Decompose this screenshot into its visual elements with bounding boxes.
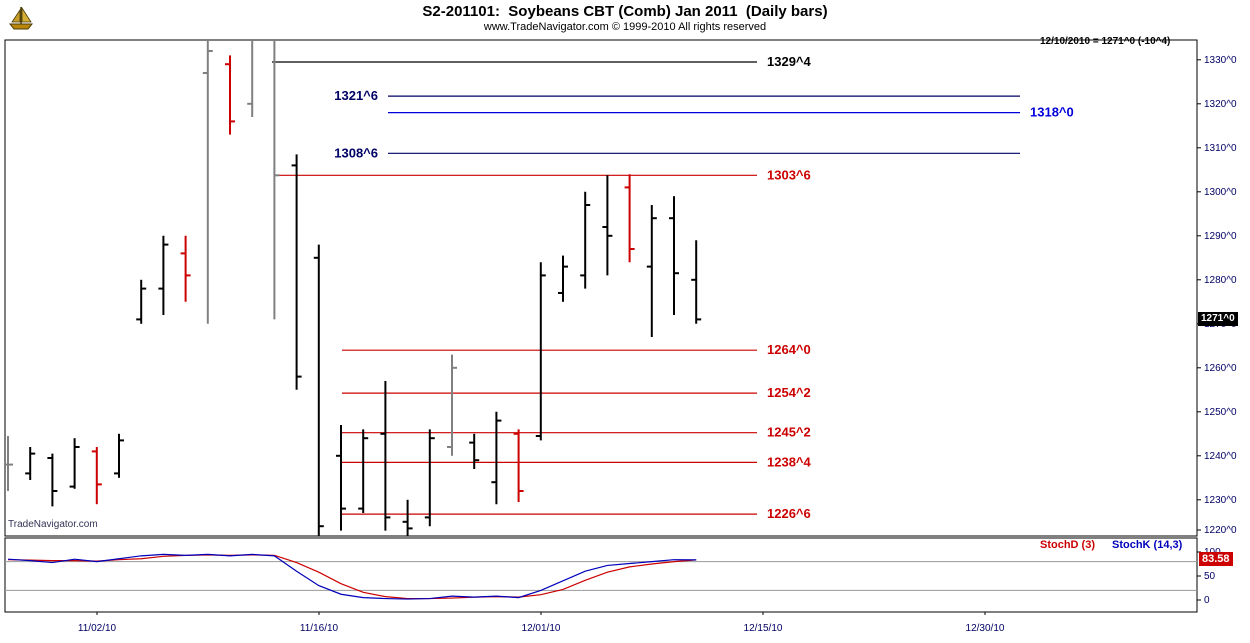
ohlc-bar (180, 235, 191, 302)
ohlc-bar (380, 381, 391, 531)
price-axis-label: 1300^0 (1204, 187, 1237, 198)
stoch-k-legend[interactable]: StochK (14,3) (1112, 539, 1183, 551)
ohlc-bar (580, 191, 591, 289)
ohlc-bar (202, 40, 213, 324)
ohlc-bar (158, 235, 169, 315)
trade-navigator-logo-icon (6, 5, 36, 31)
price-axis-label: 1290^0 (1204, 231, 1237, 242)
stoch-panel: 100500 (5, 547, 1221, 606)
ohlc-bar (313, 244, 324, 536)
stoch-k-line (7, 553, 697, 600)
ohlc-bar (358, 429, 369, 513)
date-axis-label: 12/01/10 (522, 623, 561, 634)
ohlc-bar (114, 433, 124, 478)
ohlc-bar (402, 499, 413, 536)
price-axis-label: 1310^0 (1204, 143, 1237, 154)
price-axis-label: 1260^0 (1204, 363, 1237, 374)
level-label: 1329^4 (767, 54, 812, 69)
ohlc-bar (273, 40, 280, 320)
level-label: 1308^6 (334, 145, 378, 160)
quote-info-readout: 12/10/2010 = 1271^0 (-10^4) (1040, 36, 1171, 47)
date-axis: 11/02/10 11/16/10 12/01/10 12/15/10 12/30/10 (78, 612, 1005, 634)
ohlc-bar (669, 196, 679, 315)
level-label: 1318^0 (1030, 105, 1074, 120)
level-label: 1321^6 (334, 88, 378, 103)
ohlc-bar (136, 279, 147, 324)
date-axis-label: 12/15/10 (744, 623, 783, 634)
current-price-badge: 1271^0 (1198, 312, 1238, 326)
price-panel-frame (4, 39, 1198, 537)
stoch-panel-frame (4, 537, 1198, 613)
ohlc-bar (558, 255, 568, 302)
price-axis-label: 1250^0 (1204, 407, 1237, 418)
level-label: 1264^0 (767, 342, 811, 357)
stoch-value-badge: 83.58 (1199, 552, 1233, 566)
ohlc-bar (47, 453, 58, 507)
price-axis-label: 1220^0 (1204, 525, 1237, 536)
stoch-axis-label: 50 (1204, 571, 1216, 582)
level-label: 1254^2 (767, 385, 811, 400)
ohlc-bar (691, 240, 702, 324)
chart-title: S2-201101: Soybeans CBT (Comb) Jan 2011 … (422, 3, 828, 20)
price-axis: 1330^01320^01310^01300^01290^01280^01270… (1197, 55, 1237, 536)
watermark-text: TradeNavigator.com (8, 519, 98, 530)
sailboat-logo-icon (8, 6, 34, 30)
stoch-axis-label: 0 (1204, 595, 1210, 606)
date-axis-label: 11/16/10 (300, 623, 339, 634)
level-label: 1245^2 (767, 425, 811, 440)
price-axis-label: 1320^0 (1204, 99, 1237, 110)
ohlc-bar (69, 438, 80, 489)
date-axis-label: 12/30/10 (966, 623, 1005, 634)
stoch-d-legend[interactable]: StochD (3) (1040, 539, 1095, 551)
ohlc-bar (424, 429, 435, 527)
price-bars (5, 40, 702, 536)
price-axis-label: 1240^0 (1204, 451, 1237, 462)
ohlc-bar (336, 425, 346, 531)
ohlc-bar (247, 40, 254, 117)
ohlc-bar (91, 447, 102, 505)
price-axis-label: 1280^0 (1204, 275, 1237, 286)
ohlc-bar (535, 262, 546, 441)
ohlc-bar (469, 433, 480, 469)
ohlc-bar (291, 154, 302, 390)
ohlc-bar (646, 205, 657, 337)
level-label: 1226^6 (767, 506, 811, 521)
date-axis-label: 11/02/10 (78, 623, 117, 634)
level-label: 1238^4 (767, 454, 812, 469)
ohlc-bar (602, 175, 613, 276)
stoch-d-line (7, 554, 697, 600)
chart-subtitle: www.TradeNavigator.com © 1999-2010 All r… (483, 21, 767, 33)
ohlc-bar (491, 411, 502, 505)
price-axis-label: 1330^0 (1204, 55, 1237, 66)
price-axis-label: 1230^0 (1204, 495, 1237, 506)
ohlc-bar (624, 174, 635, 263)
ohlc-bar (225, 55, 235, 135)
price-levels: 1329^4 1321^6 1318^0 1308^6 1303^6 1264^0 1254… (272, 54, 1074, 521)
ohlc-bar (25, 447, 36, 480)
level-label: 1303^6 (767, 167, 811, 182)
ohlc-bar (513, 429, 524, 502)
ohlc-bar (447, 354, 457, 456)
ohlc-bar (5, 436, 13, 491)
